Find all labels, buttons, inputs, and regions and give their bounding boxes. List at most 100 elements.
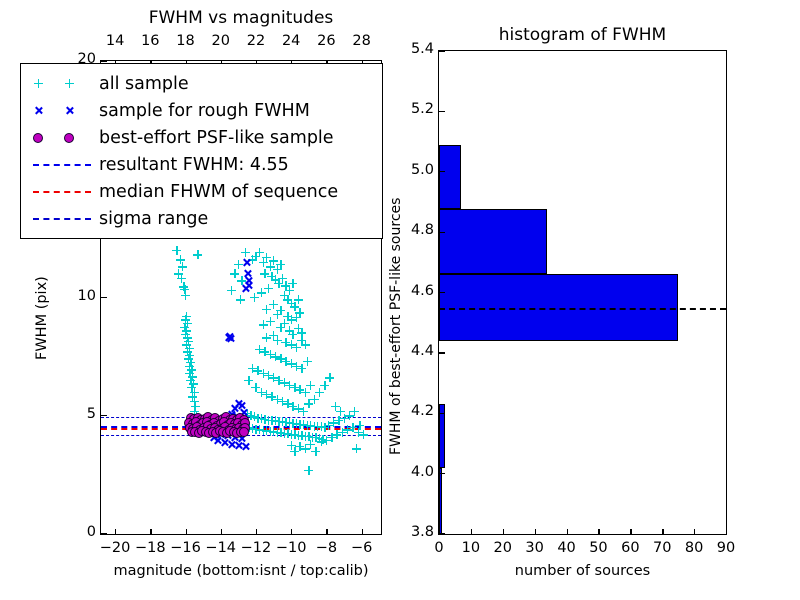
axis-tick-label: 22: [246, 33, 266, 49]
scatter-point: [300, 387, 310, 397]
histogram-bar: [439, 274, 679, 341]
scatter-point: [235, 295, 245, 305]
scatter-point: [265, 316, 275, 326]
axis-tick-label: 0: [86, 524, 96, 540]
scatter-xlabel: magnitude (bottom:isnt / top:calib): [113, 563, 369, 579]
axis-tick: [439, 412, 445, 414]
scatter-point: [283, 311, 293, 321]
legend-marker-sigma-range: [29, 208, 95, 230]
scatter-point: [314, 387, 324, 397]
scatter-point: [247, 255, 257, 265]
scatter-point: [334, 415, 344, 425]
axis-tick-label: 26: [317, 33, 336, 49]
scatter-point: [281, 356, 291, 366]
axis-tick-label: 28: [352, 33, 371, 49]
scatter-point: [244, 281, 253, 290]
scatter-point: [276, 306, 286, 315]
scatter-point: [276, 259, 286, 269]
axis-tick-label: 30: [525, 540, 544, 556]
scatter-point: [185, 368, 195, 378]
scatter-point: [320, 380, 330, 390]
axis-tick-label: −8: [315, 540, 338, 556]
axis-tick-label: −6: [350, 540, 373, 556]
scatter-point: [181, 329, 191, 339]
scatter-point: [225, 332, 234, 341]
scatter-point: [260, 269, 270, 279]
scatter-point: [343, 425, 353, 435]
scatter-point: [300, 340, 310, 350]
scatter-point: [297, 328, 307, 338]
dashed-line-icon: [33, 190, 91, 193]
scatter-point: [269, 330, 279, 340]
scatter-point: [260, 414, 270, 424]
scatter-point: [286, 298, 296, 308]
scatter-point: [309, 394, 319, 404]
axis-tick-label: 40: [557, 540, 576, 556]
scatter-point: [256, 387, 266, 397]
scatter-point: [190, 401, 200, 411]
scatter-point: [295, 441, 305, 451]
scatter-point: [249, 412, 259, 422]
scatter-point: [262, 389, 272, 399]
legend-label-median-fhwm: median FHWM of sequence: [99, 181, 339, 202]
scatter-point: [311, 433, 321, 442]
legend-marker-median-fhwm: [29, 181, 95, 203]
scatter-point: [251, 251, 261, 261]
histogram-bar: [439, 209, 548, 275]
axis-tick: [439, 352, 445, 354]
scatter-panel: FWHM vs magnitudes −20 −18 −16 −14 −12 −10 −8−…: [0, 0, 400, 600]
scatter-point: [181, 311, 191, 321]
scatter-point: [238, 427, 249, 438]
legend-marker-psf-like: [29, 127, 95, 149]
scatter-point: [306, 439, 316, 449]
scatter-point: [188, 392, 198, 402]
legend-marker-all-sample: [29, 73, 95, 95]
histogram-bar: [439, 144, 462, 210]
scatter-point: [290, 446, 300, 456]
scatter-point: [182, 333, 192, 343]
scatter-plot-area: [101, 61, 381, 534]
axis-tick: [694, 529, 696, 535]
scatter-point: [290, 302, 300, 312]
scatter-point: [279, 378, 289, 388]
scatter-point: [189, 406, 199, 416]
legend-label-psf-like: best-effort PSF-like sample: [99, 127, 334, 148]
axis-tick: [361, 529, 363, 535]
scatter-point: [189, 397, 199, 407]
scatter-point: [290, 382, 300, 392]
axis-tick-label: 16: [141, 33, 160, 49]
axis-tick-label: 4.2: [410, 403, 434, 420]
scatter-point: [187, 382, 197, 392]
scatter-point: [172, 245, 182, 255]
scatter-point: [353, 427, 363, 437]
scatter-point: [186, 375, 196, 385]
axis-tick-label: −16: [170, 540, 201, 556]
plus-icon: [64, 79, 74, 88]
scatter-title: FWHM vs magnitudes: [148, 8, 334, 28]
scatter-point: [269, 373, 279, 383]
scatter-point: [188, 379, 198, 389]
scatter-point: [323, 420, 333, 430]
axis-tick: [598, 529, 600, 535]
axis-tick-label: 0: [434, 540, 444, 556]
axis-tick: [439, 50, 445, 52]
scatter-point: [258, 257, 268, 267]
scatter-point: [249, 293, 259, 302]
circle-icon: [33, 132, 43, 143]
scatter-point: [279, 290, 289, 300]
scatter-point: [284, 326, 294, 336]
scatter-point: [355, 420, 365, 430]
scatter-point: [283, 295, 293, 305]
axis-tick: [439, 291, 445, 294]
scatter-point: [283, 399, 293, 409]
scatter-point: [288, 329, 298, 339]
scatter-point: [288, 401, 298, 411]
scatter-point: [291, 342, 301, 352]
scatter-point: [247, 424, 257, 434]
x-icon: [65, 106, 74, 115]
scatter-point: [284, 380, 294, 390]
axis-tick-label: 18: [176, 33, 195, 49]
scatter-point: [233, 259, 243, 269]
legend-label-all-sample: all sample: [99, 73, 189, 94]
scatter-point: [186, 358, 196, 368]
